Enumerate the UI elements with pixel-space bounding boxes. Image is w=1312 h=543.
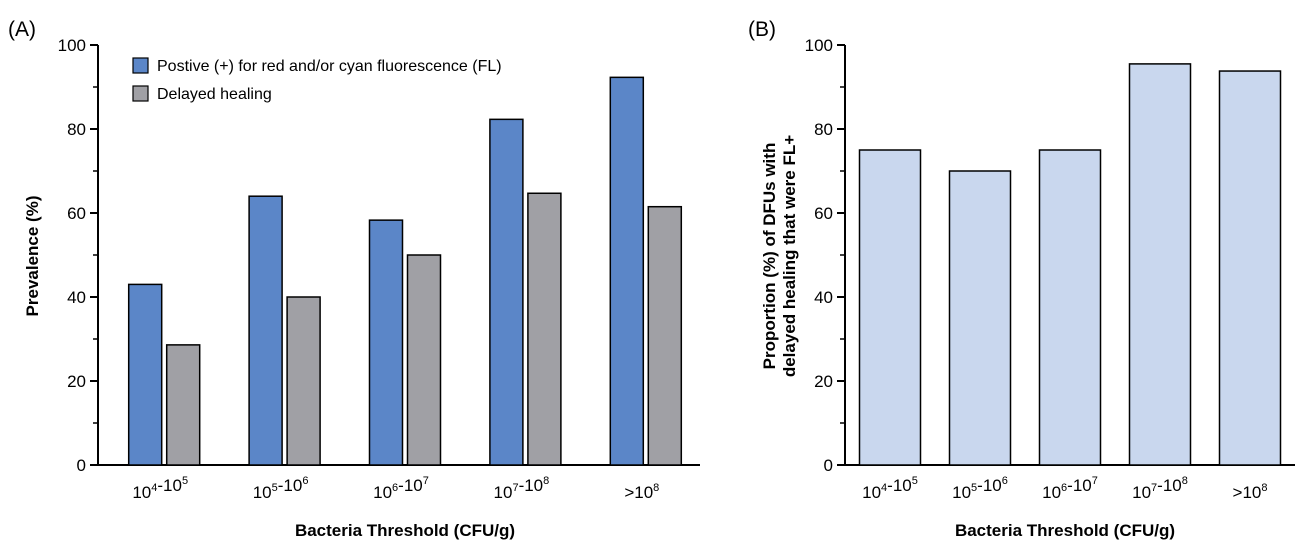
panel-a-x-tick-label: 104-105 <box>132 475 188 502</box>
panel-b-y-tick-label: 60 <box>814 204 833 223</box>
panel-a-x-tick-label: 105-106 <box>253 475 309 502</box>
legend-swatch <box>132 57 149 74</box>
panel-b-y-tick-label: 80 <box>814 120 833 139</box>
panel-a-legend: Postive (+) for red and/or cyan fluoresc… <box>132 57 502 103</box>
legend-label: Postive (+) for red and/or cyan fluoresc… <box>157 58 502 75</box>
panel-b-x-tick-label: 107-108 <box>1132 475 1188 502</box>
panel-b-y-axis-label-line-1: Proportion (%) of DFUs with <box>760 143 779 370</box>
panel-a-bar-fl-positive <box>248 195 283 466</box>
panel-a-x-tick-label: 107-108 <box>494 475 550 502</box>
panel-a-x-axis-label: Bacteria Threshold (CFU/g) <box>295 521 515 540</box>
panel-b-x-axis-label: Bacteria Threshold (CFU/g) <box>955 521 1175 540</box>
panel-a-y-tick-label: 0 <box>77 456 86 475</box>
legend-label: Delayed healing <box>157 86 272 103</box>
panel-b-x-tick-label: 105-106 <box>952 475 1008 502</box>
panel-a-y-tick-label: 80 <box>67 120 86 139</box>
panel-a-bars: 104-105 105-106 106-107 107-108 >108 <box>127 76 683 502</box>
panel-a-y-axis-label: Prevalence (%) <box>23 196 42 317</box>
panel-b-y-tick-label: 0 <box>824 456 833 475</box>
panel-a-bar-delayed-healing <box>406 254 442 466</box>
panel-a-bar-fl-positive <box>127 283 163 466</box>
panel-b-bar <box>858 149 922 466</box>
panel-b-label: (B) <box>748 18 776 41</box>
panel-a-x-tick-label: 106-107 <box>373 475 429 502</box>
panel-a-bar-delayed-healing <box>165 344 201 466</box>
panel-b-x-tick-label: 104-105 <box>862 475 918 502</box>
panel-a: (A) Prevalence (%) Bacteria Threshold (C… <box>8 18 700 540</box>
panel-a-bar-delayed-healing <box>286 296 321 466</box>
panel-b-bars: 104-105 105-106 106-107 107-108 >108 <box>858 63 1282 502</box>
legend-swatch <box>132 85 149 102</box>
panel-a-y-tick-label: 100 <box>58 36 86 55</box>
panel-b-bar <box>1038 149 1102 466</box>
panel-b-y-tick-label: 100 <box>805 36 833 55</box>
panel-a-label: (A) <box>8 18 36 41</box>
panel-a-bar-fl-positive <box>609 76 645 466</box>
panel-b: (B) Proportion (%) of DFUs with delayed … <box>748 18 1295 540</box>
panel-b-bar <box>1218 70 1282 466</box>
panel-a-bar-delayed-healing <box>647 205 683 466</box>
panel-a-bar-fl-positive <box>368 219 404 466</box>
panel-a-y-tick-label: 40 <box>67 288 86 307</box>
panel-a-y-tick-label: 60 <box>67 204 86 223</box>
panel-b-bar <box>1128 63 1192 466</box>
panel-b-y-tick-label: 40 <box>814 288 833 307</box>
panel-b-y-axis-label-line-2: delayed healing that were FL+ <box>780 135 799 377</box>
panel-b-x-tick-label: >108 <box>1233 482 1268 502</box>
panel-a-bar-delayed-healing <box>527 192 562 466</box>
panel-b-x-tick-label: 106-107 <box>1042 475 1098 502</box>
panel-a-y-tick-label: 20 <box>67 372 86 391</box>
panel-a-bar-fl-positive <box>489 118 524 466</box>
panel-b-y-tick-label: 20 <box>814 372 833 391</box>
panel-a-x-tick-label: >108 <box>624 482 659 502</box>
panel-b-bar <box>948 170 1012 466</box>
